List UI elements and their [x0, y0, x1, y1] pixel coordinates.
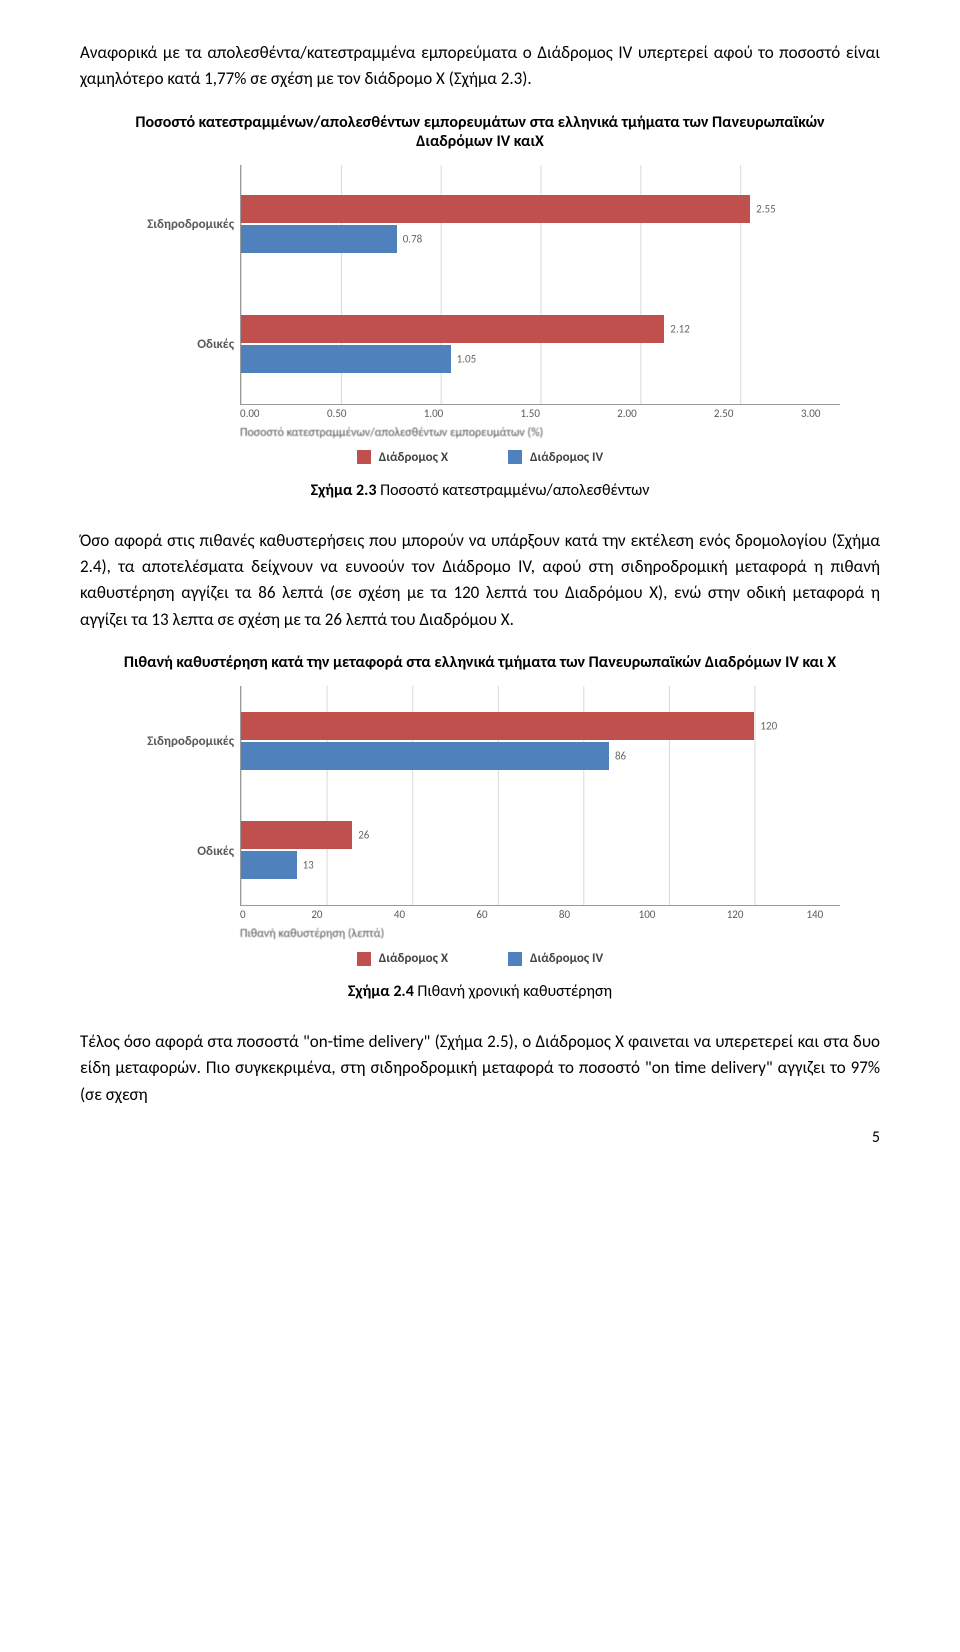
paragraph-3: Τέλος όσο αφορά στα ποσοστά "on-time del…	[80, 1029, 880, 1108]
bar-x: 120	[241, 712, 754, 740]
xtick: 0	[240, 908, 246, 921]
swatch-iv-2	[508, 952, 522, 966]
xtick: 2.50	[714, 407, 734, 420]
chart-1-ylabel-1: Οδικές	[197, 337, 234, 352]
chart-2-ylabel-0: Σιδηροδρομικές	[147, 734, 234, 749]
chart-1-ylabels: Σιδηροδρομικές Οδικές	[120, 165, 240, 405]
bar-group-0: 12086	[241, 686, 840, 796]
xtick: 100	[639, 908, 656, 921]
legend-label-x-2: Διάδρομος Χ	[379, 951, 448, 966]
chart-2-ylabel-1: Οδικές	[197, 844, 234, 859]
bar-value-label: 26	[358, 829, 369, 842]
bar-group-0: 2.550.78	[241, 165, 840, 285]
xtick: 0.00	[240, 407, 260, 420]
legend-label-x: Διάδρομος Χ	[379, 450, 448, 465]
caption-1: Σχήμα 2.3 Ποσοστό κατεστραμμένω/απολεσθέ…	[80, 481, 880, 500]
bar-iv: 1.05	[241, 345, 451, 373]
bar-group-1: 2.121.05	[241, 284, 840, 404]
legend-item-iv: Διάδρομος IV	[508, 450, 603, 465]
xtick: 3.00	[801, 407, 821, 420]
chart-2-ylabels: Σιδηροδρομικές Οδικές	[120, 686, 240, 906]
page-number: 5	[80, 1128, 880, 1147]
bar-x: 2.12	[241, 315, 664, 343]
caption-2-rest: Πιθανή χρονική καθυστέρηση	[414, 982, 612, 1001]
bar-value-label: 13	[303, 859, 314, 872]
legend-label-iv-2: Διάδρομος IV	[530, 951, 603, 966]
xtick: 20	[311, 908, 322, 921]
legend-item-x-2: Διάδρομος Χ	[357, 951, 448, 966]
swatch-x-2	[357, 952, 371, 966]
xtick: 120	[727, 908, 744, 921]
bar-value-label: 0.78	[403, 233, 423, 246]
chart-2-area: 120862613	[240, 686, 840, 906]
bar-x: 26	[241, 821, 352, 849]
bar-x: 2.55	[241, 195, 750, 223]
paragraph-2: Όσο αφορά στις πιθανές καθυστερήσεις που…	[80, 528, 880, 633]
swatch-x	[357, 450, 371, 464]
chart-1-area: 2.550.782.121.05	[240, 165, 840, 405]
bar-value-label: 86	[615, 749, 626, 762]
chart-1-legend: Διάδρομος Χ Διάδρομος IV	[120, 450, 840, 465]
bar-iv: 86	[241, 742, 609, 770]
chart-1-ylabel-0: Σιδηροδρομικές	[147, 217, 234, 232]
chart-2-plot: Σιδηροδρομικές Οδικές 120862613	[120, 686, 840, 906]
caption-2-bold: Σχήμα 2.4	[348, 982, 414, 1001]
bar-value-label: 120	[760, 719, 777, 732]
caption-2: Σχήμα 2.4 Πιθανή χρονική καθυστέρηση	[80, 982, 880, 1001]
legend-item-x: Διάδρομος Χ	[357, 450, 448, 465]
bar-value-label: 2.55	[756, 203, 776, 216]
xtick: 2.00	[617, 407, 637, 420]
chart-1-xtitle: Ποσοστό κατεστραμμένων/απολεσθέντων εμπο…	[240, 426, 543, 440]
caption-1-bold: Σχήμα 2.3	[311, 481, 377, 500]
chart-1-xaxis: 0.00 0.50 1.00 1.50 2.00 2.50 3.00	[240, 407, 840, 420]
xtick: 140	[806, 908, 823, 921]
chart-1: Ποσοστό κατεστραμμένων/απολεσθέντων εμπο…	[120, 113, 840, 465]
chart-2-xaxis: 0 20 40 60 80 100 120 140	[240, 908, 840, 921]
legend-item-iv-2: Διάδρομος IV	[508, 951, 603, 966]
bar-iv: 13	[241, 851, 297, 879]
bar-value-label: 1.05	[457, 352, 477, 365]
bar-value-label: 2.12	[670, 322, 690, 335]
xtick: 1.50	[520, 407, 540, 420]
xtick: 1.00	[424, 407, 444, 420]
chart-2: Πιθανή καθυστέρηση κατά την μεταφορά στα…	[120, 653, 840, 966]
xtick: 40	[394, 908, 405, 921]
chart-1-title: Ποσοστό κατεστραμμένων/απολεσθέντων εμπο…	[120, 113, 840, 151]
paragraph-1: Αναφορικά με τα απολεσθέντα/κατεστραμμέν…	[80, 40, 880, 93]
legend-label-iv: Διάδρομος IV	[530, 450, 603, 465]
xtick: 60	[476, 908, 487, 921]
bar-group-1: 2613	[241, 796, 840, 906]
chart-2-xtitle: Πιθανή καθυστέρηση (λεπτά)	[240, 927, 384, 941]
xtick: 80	[559, 908, 570, 921]
bar-iv: 0.78	[241, 225, 397, 253]
chart-1-plot: Σιδηροδρομικές Οδικές 2.550.782.121.05	[120, 165, 840, 405]
chart-2-legend: Διάδρομος Χ Διάδρομος IV	[120, 951, 840, 966]
swatch-iv	[508, 450, 522, 464]
xtick: 0.50	[327, 407, 347, 420]
caption-1-rest: Ποσοστό κατεστραμμένω/απολεσθέντων	[377, 481, 650, 500]
chart-2-title: Πιθανή καθυστέρηση κατά την μεταφορά στα…	[120, 653, 840, 672]
